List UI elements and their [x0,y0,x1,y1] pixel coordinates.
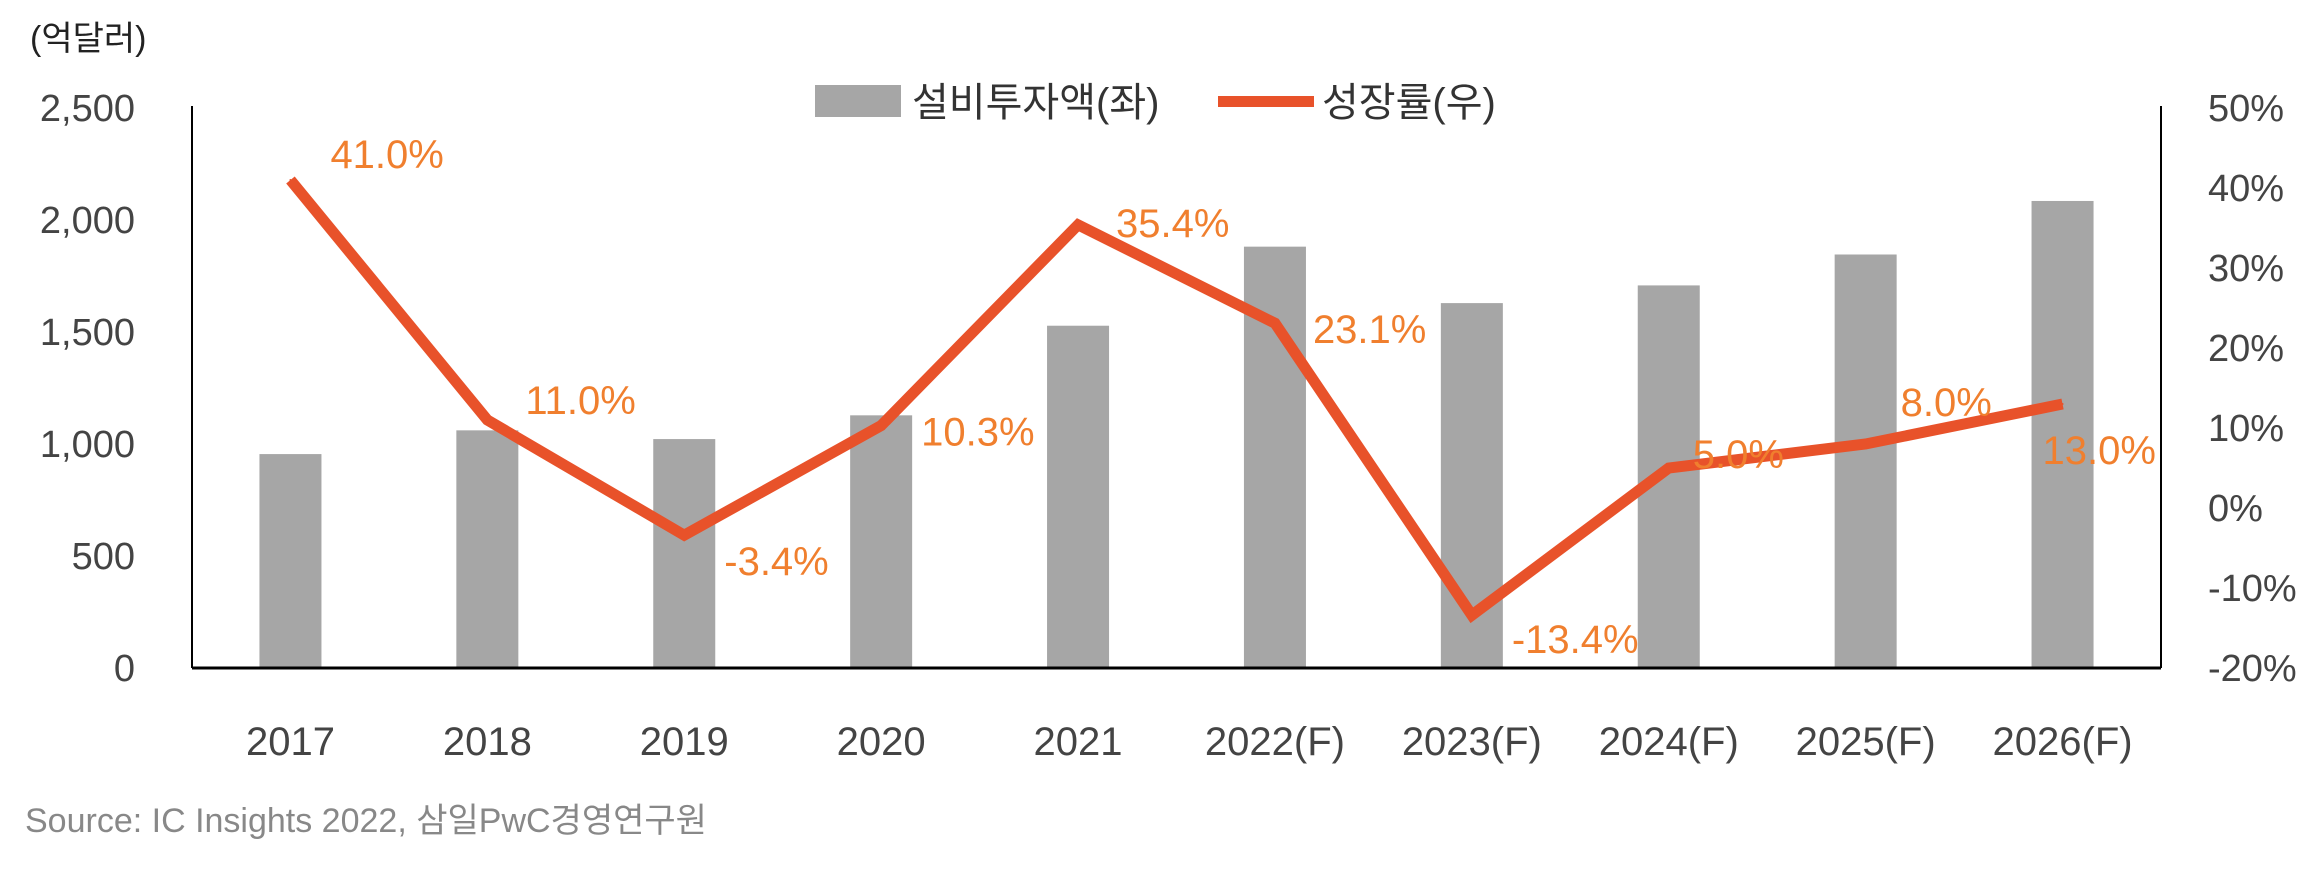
legend-bar-swatch [815,85,901,117]
left-tick-label: 2,000 [40,200,135,242]
bar-2026(F) [2031,200,2094,668]
growth-point-2023(F) [1470,614,1473,617]
growth-point-2017 [289,179,292,181]
x-tick-label: 2022(F) [1205,720,1345,764]
bar-2025(F) [1834,254,1897,668]
data-label-2023(F): -13.4% [1512,618,1639,662]
right-tick-label: 20% [2208,328,2284,370]
left-tick-label: 1,000 [40,424,135,466]
growth-point-2026(F) [2061,403,2064,405]
source-note: Source: IC Insights 2022, 삼일PwC경영연구원 [25,802,707,840]
left-tick-label: 500 [72,536,135,578]
data-label-2017: 41.0% [330,133,443,177]
bar-2018 [456,430,519,668]
data-label-2024(F): 5.0% [1693,433,1784,477]
data-label-2025(F): 8.0% [1901,381,1992,425]
x-tick-label: 2026(F) [1993,720,2133,764]
legend-bar-label: 설비투자액(좌) [912,81,1159,125]
right-tick-label: -10% [2208,568,2297,610]
growth-point-2019 [683,534,686,537]
bar-2017 [259,454,322,668]
legend: 설비투자액(좌) 성장률(우) [815,81,1496,125]
growth-point-2021 [1077,223,1080,226]
left-tick-label: 1,500 [40,312,135,354]
right-tick-label: 0% [2208,488,2263,530]
x-tick-label: 2025(F) [1796,720,1936,764]
right-tick-label: 40% [2208,168,2284,210]
x-tick-label: 2017 [246,720,335,764]
x-tick-label: 2019 [640,720,729,764]
growth-point-2022(F) [1273,322,1276,325]
bar-2020 [850,415,913,668]
left-tick-label: 0 [114,648,135,690]
right-tick-label: 30% [2208,248,2284,290]
data-label-2020: 10.3% [921,411,1034,455]
data-label-2021: 35.4% [1116,202,1229,246]
x-tick-label: 2024(F) [1599,720,1739,764]
legend-line-label: 성장률(우) [1322,81,1496,125]
growth-line [286,176,2064,624]
left-tick-label: 2,500 [40,88,135,130]
x-tick-label: 2021 [1034,720,1123,764]
data-label-2022(F): 23.1% [1313,308,1426,352]
data-label-2019: -3.4% [724,540,829,584]
bar-2024(F) [1637,285,1700,668]
bar-2019 [653,439,716,668]
left-axis-unit: (억달러) [30,20,146,58]
x-tick-label: 2018 [443,720,532,764]
right-tick-label: 10% [2208,408,2284,450]
growth-point-2025(F) [1864,443,1867,445]
x-tick-label: 2023(F) [1402,720,1542,764]
bar-2021 [1047,325,1110,668]
growth-point-2018 [486,419,489,421]
right-tick-label: -20% [2208,648,2297,690]
growth-point-2020 [880,424,883,427]
growth-point-2024(F) [1667,467,1670,469]
right-tick-label: 50% [2208,88,2284,130]
legend-line-swatch [1218,96,1314,107]
data-label-2026(F): 13.0% [2043,429,2156,473]
x-tick-label: 2020 [837,720,926,764]
data-label-2018: 11.0% [525,379,635,423]
